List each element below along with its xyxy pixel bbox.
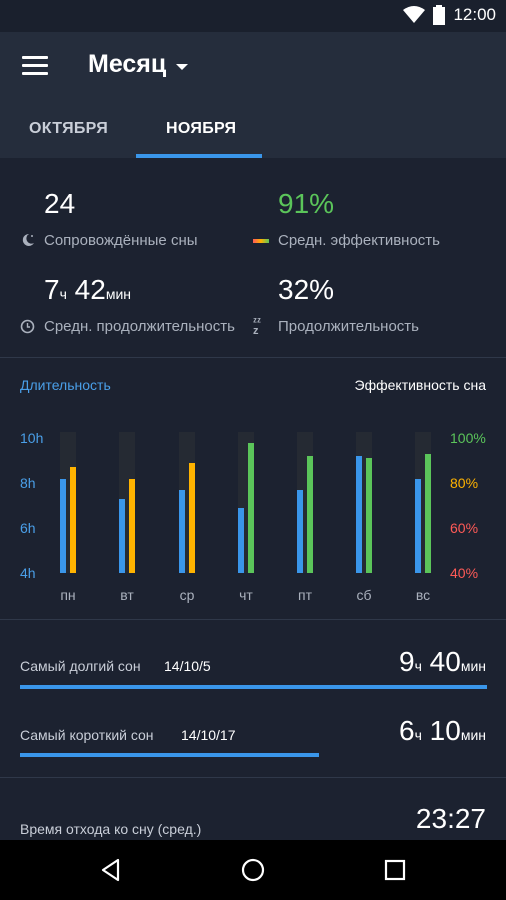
back-icon[interactable] xyxy=(97,856,125,884)
shortest-sleep-label: Самый короткий сон xyxy=(20,727,154,743)
y-right-tick: 80% xyxy=(450,475,479,491)
moon-icon xyxy=(22,233,34,246)
y-left-tick: 8h xyxy=(20,475,36,491)
x-tick-label: ср xyxy=(179,587,195,603)
efficiency-bar-чт xyxy=(248,442,254,573)
efficiency-bar-вт xyxy=(129,478,135,573)
menu-icon[interactable] xyxy=(22,56,48,78)
status-bar: 12:00 xyxy=(0,0,506,32)
stats-panel: 24 Сопровождённые сны 91% Средн. эффекти… xyxy=(0,158,506,358)
x-tick-label: сб xyxy=(356,587,372,603)
deep-sleep-label: Продолжительность xyxy=(278,318,419,335)
divider xyxy=(0,619,506,620)
duration-bar-пт xyxy=(297,489,303,573)
y-right-tick: 60% xyxy=(450,520,479,536)
efficiency-bar-вс xyxy=(425,453,431,573)
efficiency-label: Средн. эффективность xyxy=(278,232,440,249)
y-left-tick: 10h xyxy=(20,430,44,446)
page-title: Месяц xyxy=(88,50,167,78)
efficiency-bar-пт xyxy=(307,456,313,573)
x-tick-label: чт xyxy=(239,587,253,603)
status-time: 12:00 xyxy=(453,5,496,24)
active-tab-indicator xyxy=(136,154,262,158)
efficiency-legend-toggle[interactable]: Эффективность сна xyxy=(354,377,486,393)
duration-bar-вт xyxy=(119,498,125,573)
app-bar: Месяц ОКТЯБРЯ НОЯБРЯ xyxy=(0,32,506,158)
tab-october[interactable]: ОКТЯБРЯ xyxy=(29,120,109,137)
duration-bar-пн xyxy=(60,478,66,573)
longest-sleep-date: 14/10/5 xyxy=(164,658,211,674)
duration-bar-ср xyxy=(179,489,185,573)
recents-icon[interactable] xyxy=(381,856,409,884)
x-tick-label: пт xyxy=(298,587,312,603)
duration-bar-вс xyxy=(415,478,421,573)
longest-sleep-value: 9ч 40мин xyxy=(399,646,486,677)
deep-sleep-value: 32% xyxy=(278,274,335,305)
divider xyxy=(0,357,506,358)
y-left-tick: 4h xyxy=(20,565,36,581)
bedtime-value: 23:27 xyxy=(415,803,486,834)
x-tick-label: вт xyxy=(120,587,134,603)
period-dropdown[interactable]: Месяц xyxy=(88,50,189,79)
x-tick-label: вс xyxy=(415,587,431,603)
clock-icon xyxy=(20,319,35,334)
shortest-sleep-date: 14/10/17 xyxy=(181,727,236,743)
x-tick-label: пн xyxy=(60,587,76,603)
tracked-label: Сопровождённые сны xyxy=(44,232,198,249)
duration-bar-сб xyxy=(356,456,362,573)
shortest-sleep-value: 6ч 10мин xyxy=(399,715,486,746)
efficiency-value: 91% xyxy=(278,188,335,219)
dropdown-arrow-icon xyxy=(176,63,189,70)
tab-november[interactable]: НОЯБРЯ xyxy=(166,120,237,137)
y-right-tick: 100% xyxy=(450,430,486,446)
avg-duration-value: 7ч 42мин xyxy=(44,274,131,305)
weekly-chart: Длительность Эффективность сна 10h 8h 6h… xyxy=(0,360,506,618)
divider xyxy=(0,777,506,778)
efficiency-bar-ср xyxy=(189,462,195,573)
efficiency-bar-сб xyxy=(366,458,372,573)
longest-sleep-bar xyxy=(20,685,487,689)
duration-bar-чт xyxy=(238,507,244,573)
efficiency-bar-пн xyxy=(70,467,76,573)
avg-duration-label: Средн. продолжительность xyxy=(44,318,235,335)
tracked-count: 24 xyxy=(44,188,76,219)
battery-icon xyxy=(433,5,446,25)
shortest-sleep-bar xyxy=(20,753,319,757)
longest-sleep-label: Самый долгий сон xyxy=(20,658,141,674)
home-icon[interactable] xyxy=(239,856,267,884)
bedtime-label: Время отхода ко сну (сред.) xyxy=(20,821,202,837)
y-right-tick: 40% xyxy=(450,565,479,581)
duration-legend-toggle[interactable]: Длительность xyxy=(20,377,111,393)
y-left-tick: 6h xyxy=(20,520,36,536)
efficiency-gradient-icon xyxy=(253,239,269,243)
wifi-icon xyxy=(403,6,426,23)
sleep-zz-icon: ᶻᶻ z xyxy=(253,316,261,337)
system-nav-bar xyxy=(0,840,506,900)
